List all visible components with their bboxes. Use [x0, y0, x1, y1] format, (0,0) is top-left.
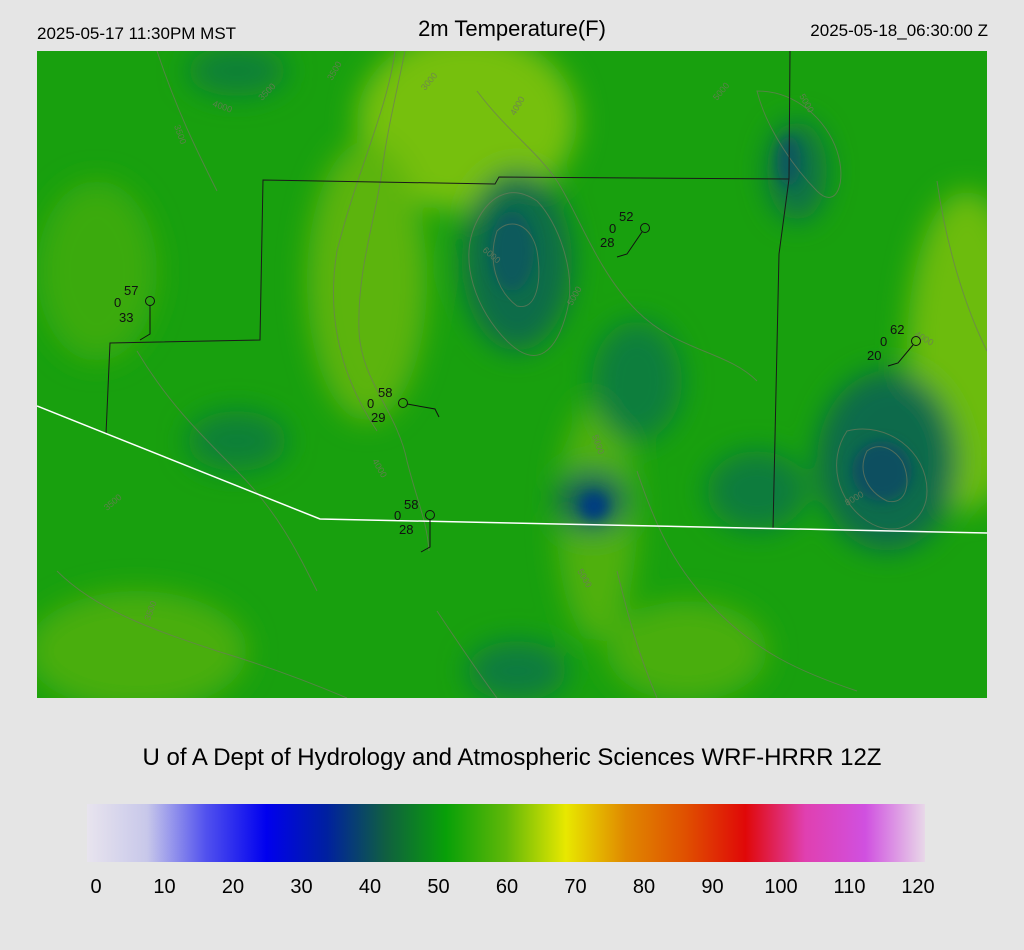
utc-time: 2025-05-18_06:30:00 Z	[810, 21, 988, 40]
colorbar-tick-label: 120	[901, 876, 935, 898]
map-title: 2m Temperature(F)	[418, 16, 606, 41]
station-gust: 0	[394, 508, 401, 523]
station-temp: 52	[619, 209, 633, 224]
station-temp: 58	[378, 385, 392, 400]
station-plot: 58 0 28	[394, 497, 435, 553]
station-plot: 62 0 20	[867, 322, 921, 367]
local-time: 2025-05-17 11:30PM MST	[37, 24, 237, 43]
station-temp: 58	[404, 497, 418, 512]
station-dewpoint: 20	[867, 348, 881, 363]
header: 2025-05-17 11:30PM MST 2m Temperature(F)…	[0, 0, 1024, 50]
station-plot: 52 0 28	[600, 209, 650, 258]
station-plot: 57 0 33	[114, 283, 155, 341]
station-gust: 0	[114, 295, 121, 310]
colorbar-tick-label: 0	[90, 876, 102, 898]
station-dewpoint: 29	[371, 410, 385, 425]
colorbar-tick-label: 20	[221, 876, 245, 898]
station-dewpoint: 28	[600, 235, 614, 250]
colorbar-tick-label: 50	[427, 876, 450, 898]
station-gust: 0	[609, 221, 616, 236]
station-plot: 58 0 29	[367, 385, 440, 425]
elevation-contours	[56, 51, 987, 698]
county-boundaries	[105, 51, 791, 530]
state-border	[37, 405, 987, 534]
colorbar-tick-label: 40	[358, 876, 382, 898]
temperature-map: 3500 4000 3500 3500 3000 4000 6000 5000 …	[37, 51, 987, 698]
colorbar-tick-label: 70	[564, 876, 587, 898]
colorbar	[87, 804, 925, 862]
colorbar-tick-label: 80	[632, 876, 656, 898]
station-temp: 62	[890, 322, 904, 337]
model-credit: U of A Dept of Hydrology and Atmospheric…	[142, 744, 882, 771]
cold-cores	[490, 136, 912, 520]
colorbar-ticks: 0 10 20 30 40 50 60 70 80 90 100 110 120	[0, 876, 1024, 902]
station-plots: 57 0 33 52 0 28 62 0 20 58	[114, 209, 921, 553]
station-dewpoint: 28	[399, 522, 413, 537]
station-gust: 0	[880, 334, 887, 349]
station-dewpoint: 33	[119, 310, 133, 325]
colorbar-tick-label: 60	[495, 876, 519, 898]
station-gust: 0	[367, 396, 374, 411]
station-temp: 57	[124, 283, 138, 298]
colorbar-tick-label: 110	[833, 876, 866, 898]
colorbar-tick-label: 90	[701, 876, 724, 898]
colorbar-tick-label: 30	[290, 876, 313, 898]
colorbar-tick-label: 10	[153, 876, 176, 898]
colorbar-tick-label: 100	[764, 876, 798, 898]
map-canvas: 3500 4000 3500 3500 3000 4000 6000 5000 …	[37, 51, 987, 698]
